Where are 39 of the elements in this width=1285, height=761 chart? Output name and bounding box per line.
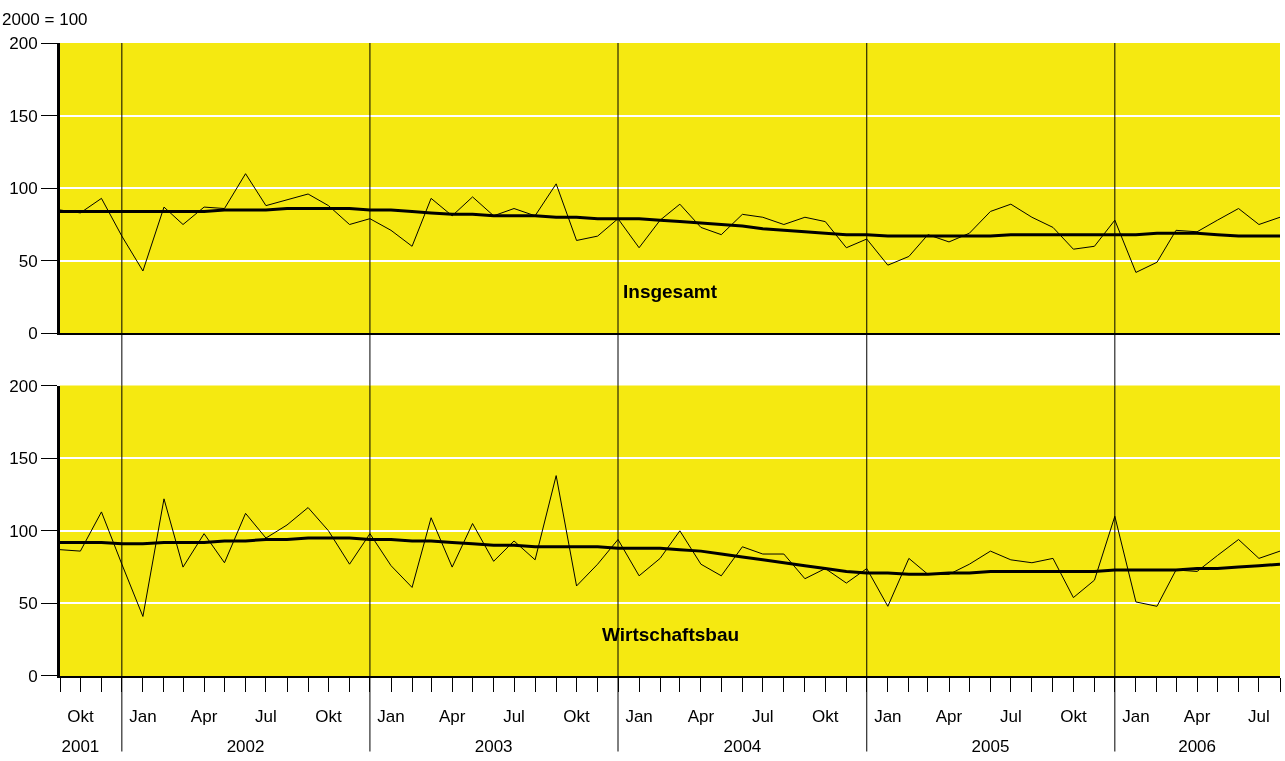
x-tick-label: Jul [503,707,525,727]
x-tick-label: Apr [438,707,466,727]
x-tick-label: Okt [1060,707,1087,727]
y-tick-label: 50 [18,251,38,271]
y-tick-label: 100 [9,179,38,199]
x2-tick-label: 2002 [226,737,265,756]
x-tick-label: Okt [563,707,591,727]
text: Wirtschaftsbau [602,624,740,645]
x-tick-label: Jan [129,707,157,727]
x2-tick-label: 2001 [61,737,100,756]
y-tick-label: 0 [28,324,38,344]
x-tick-label: Okt [812,707,839,727]
x-tick-label: Jul [999,707,1022,727]
y-tick-label: 150 [9,449,38,469]
x2-tick-label: 2004 [723,737,762,756]
y-tick-label: 100 [9,521,38,541]
x-tick-label: Apr [687,707,715,727]
x2-tick-label: 2003 [474,737,513,756]
x-tick-label: Apr [1183,707,1211,727]
x-tick-label: Jul [255,707,277,727]
y-tick-label: 150 [9,106,38,126]
x-tick-label: Apr [935,707,963,727]
x-tick-label: Okt [67,707,94,727]
y-tick-label: 50 [18,594,38,614]
x2-tick-label: 2006 [1178,737,1216,756]
x-tick-label: Apr [190,707,218,727]
y-tick-label: 200 [9,376,38,396]
y-tick-label: 0 [28,666,38,686]
y-axis-title: 2000 = 100 [2,10,88,29]
x2-tick-label: 2005 [971,737,1010,756]
y-tick-label: 200 [9,33,38,53]
x-tick-label: Jul [1248,707,1270,727]
x-tick-label: Jan [1122,707,1150,727]
x-tick-label: Jan [874,707,902,727]
x-tick-label: Jan [625,707,653,727]
x-tick-label: Okt [315,707,342,727]
x-tick-label: Jan [377,707,405,727]
x-tick-label: Jul [751,707,774,727]
text: Insgesamt [623,281,718,302]
